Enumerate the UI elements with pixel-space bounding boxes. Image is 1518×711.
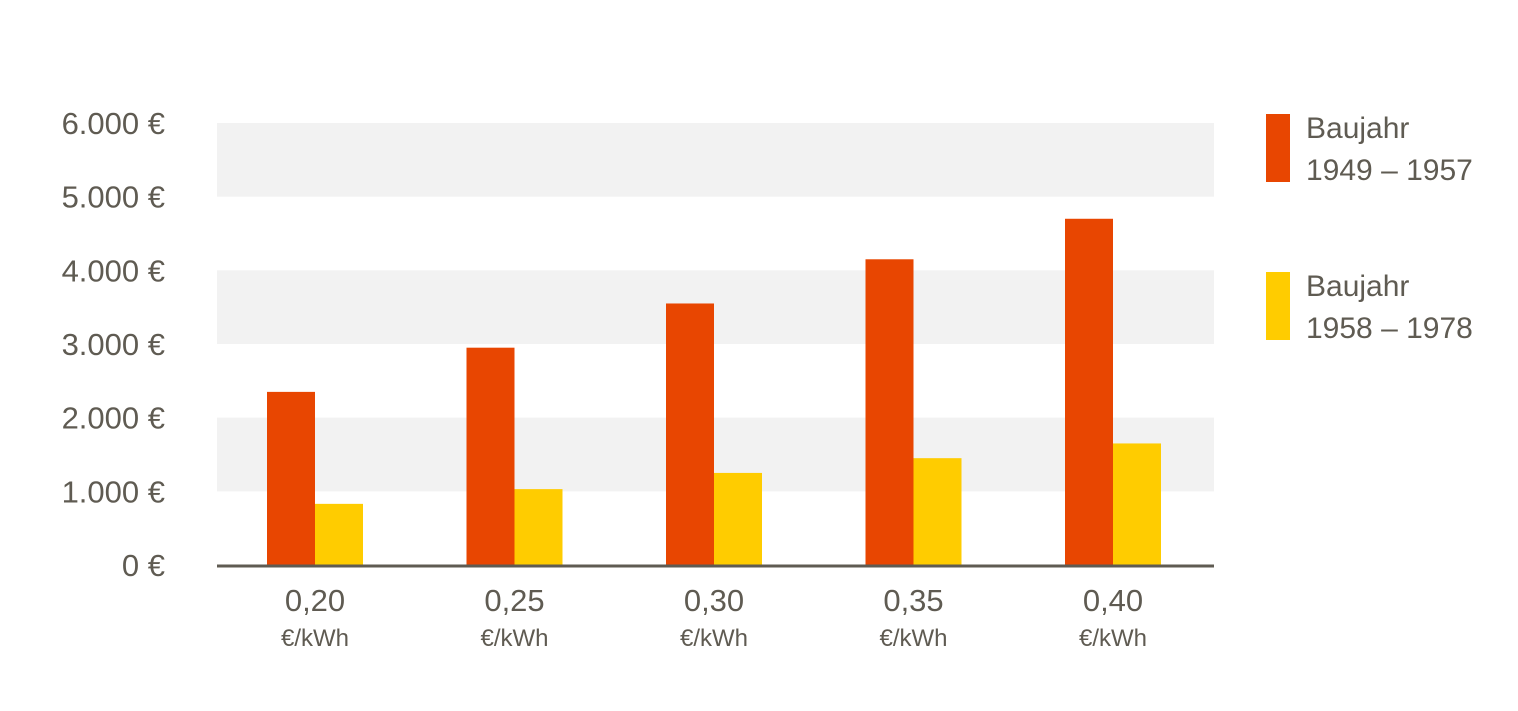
x-tick-unit: €/kWh bbox=[1079, 625, 1147, 652]
bar-series-2-0,30 bbox=[714, 472, 762, 565]
bars bbox=[267, 218, 1161, 565]
bar-series-2-0,25 bbox=[514, 489, 563, 565]
y-tick-label: 4.000 € bbox=[62, 253, 165, 288]
x-tick-unit: €/kWh bbox=[480, 625, 548, 652]
background-band bbox=[217, 123, 1214, 197]
legend-label-series-1-line1: Baujahr bbox=[1306, 112, 1410, 145]
x-tick-unit: €/kWh bbox=[879, 625, 947, 652]
legend-label-series-1-line2: 1949 – 1957 bbox=[1306, 154, 1473, 187]
background-bands bbox=[217, 123, 1214, 492]
x-tick-unit: €/kWh bbox=[281, 625, 349, 652]
y-tick-label: 6.000 € bbox=[62, 106, 165, 141]
y-tick-label: 5.000 € bbox=[62, 180, 165, 215]
y-tick-label: 2.000 € bbox=[62, 401, 165, 436]
x-tick-label: 0,25 bbox=[484, 583, 544, 618]
x-tick-unit: €/kWh bbox=[680, 625, 748, 652]
x-tick-label: 0,30 bbox=[684, 583, 744, 618]
background-band bbox=[217, 270, 1214, 344]
legend-swatch-series-1 bbox=[1266, 114, 1290, 182]
y-axis-ticks: 0 € 1.000 € 2.000 € 3.000 € 4.000 € 5.000 € 6.… bbox=[62, 106, 165, 583]
legend-swatch-series-2 bbox=[1266, 272, 1290, 340]
bar-series-2-0,35 bbox=[913, 458, 962, 565]
legend-label-series-2-line1: Baujahr bbox=[1306, 270, 1410, 303]
y-tick-label: 3.000 € bbox=[62, 327, 165, 362]
x-tick-label: 0,35 bbox=[883, 583, 943, 618]
y-tick-label: 0 € bbox=[122, 548, 165, 583]
x-axis-ticks: 0,20 €/kWh 0,25 €/kWh 0,30 €/kWh 0,35 €/kWh 0,40… bbox=[281, 583, 1147, 652]
legend-label-series-1: Baujahr 1949 – 1957 bbox=[1306, 108, 1473, 192]
legend-label-series-2: Baujahr 1958 – 1978 bbox=[1306, 266, 1473, 350]
x-tick-label: 0,40 bbox=[1083, 583, 1143, 618]
bar-series-2-0,20 bbox=[315, 503, 363, 565]
legend-label-series-2-line2: 1958 – 1978 bbox=[1306, 312, 1473, 345]
bar-series-1-0,25 bbox=[466, 347, 515, 565]
bar-series-1-0,35 bbox=[865, 259, 914, 565]
bar-series-1-0,20 bbox=[267, 391, 315, 565]
y-tick-label: 1.000 € bbox=[62, 474, 165, 509]
bar-series-1-0,30 bbox=[666, 303, 714, 565]
x-tick-label: 0,20 bbox=[285, 583, 345, 618]
bar-series-2-0,40 bbox=[1113, 443, 1161, 565]
bar-series-1-0,40 bbox=[1065, 218, 1113, 565]
